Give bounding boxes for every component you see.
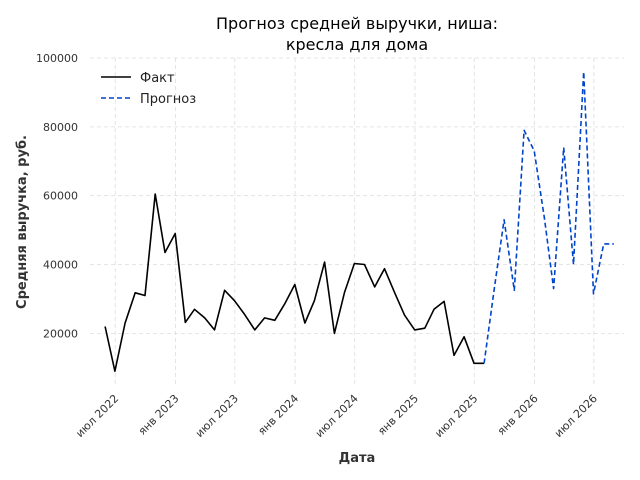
grid xyxy=(90,57,624,385)
x-tick-label: янв 2025 xyxy=(375,392,421,438)
x-tick-label: июл 2022 xyxy=(73,392,121,440)
x-tick-label: янв 2023 xyxy=(136,392,182,438)
legend-label-fact: Факт xyxy=(140,71,175,86)
x-tick-label: июл 2026 xyxy=(552,392,600,440)
y-tick-labels: 20000 40000 60000 80000 100000 xyxy=(36,52,78,340)
x-tick-label: июл 2023 xyxy=(193,392,241,440)
y-tick-label: 100000 xyxy=(36,52,78,65)
y-tick-label: 20000 xyxy=(43,327,78,340)
y-tick-label: 80000 xyxy=(43,121,78,134)
y-axis-label: Средняя выручка, руб. xyxy=(15,135,30,309)
x-tick-label: янв 2026 xyxy=(495,392,541,438)
chart-title-line-1: Прогноз средней выручки, ниша: xyxy=(216,14,498,33)
series-line-0 xyxy=(104,193,485,373)
legend: Факт Прогноз xyxy=(101,71,196,107)
x-axis-label: Дата xyxy=(339,451,376,466)
series-line-1 xyxy=(483,71,614,364)
x-tick-label: янв 2024 xyxy=(255,392,301,438)
y-tick-label: 60000 xyxy=(43,190,78,203)
x-tick-label: июл 2024 xyxy=(313,392,361,440)
legend-label-forecast: Прогноз xyxy=(140,92,196,107)
series-layer xyxy=(104,71,614,373)
y-tick-label: 40000 xyxy=(43,259,78,272)
chart-title-line-2: кресла для дома xyxy=(286,35,428,54)
x-tick-label: июл 2025 xyxy=(432,392,480,440)
x-tick-labels: июл 2022 янв 2023 июл 2023 янв 2024 июл 2024… xyxy=(73,392,600,440)
